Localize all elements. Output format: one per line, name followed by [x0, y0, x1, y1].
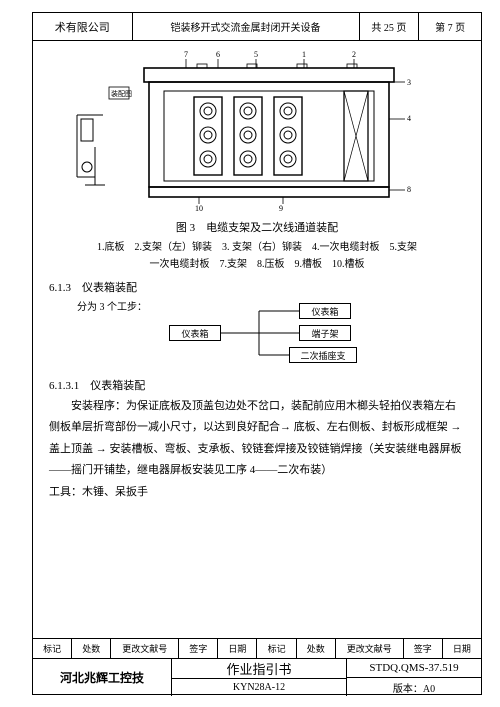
rev-c7: 处数: [297, 639, 336, 658]
revision-row: 标记 处数 更改文献号 签字 日期 标记 处数 更改文献号 签字 日期: [33, 638, 481, 658]
company-cell: 术有限公司: [33, 13, 133, 40]
footer-company: 河北兆辉工控技: [33, 659, 172, 696]
svg-text:7: 7: [184, 50, 188, 59]
svg-text:2: 2: [352, 50, 356, 59]
body-paragraph: 安装程序：为保证底板及顶盖包边处不岔口，装配前应用木榔头轻拍仪表箱左右侧板单层折…: [49, 396, 465, 482]
page-current-cell: 第 7 页: [419, 13, 481, 40]
svg-text:4: 4: [407, 114, 411, 123]
svg-text:1: 1: [302, 50, 306, 59]
rev-c3: 更改文献号: [111, 639, 179, 658]
svg-text:装配图: 装配图: [111, 89, 132, 98]
rev-c6: 标记: [257, 639, 296, 658]
rev-c4: 签字: [179, 639, 218, 658]
page-frame: 术有限公司 铠装移开式交流金属封闭开关设备 共 25 页 第 7 页 7 6 5…: [32, 12, 482, 695]
footer-std-code: STDQ.QMS-37.519: [347, 659, 481, 678]
footer-doc-title: 作业指引书: [172, 659, 346, 679]
rev-c8: 更改文献号: [336, 639, 404, 658]
footer: 河北兆辉工控技 作业指引书 KYN28A-12 STDQ.QMS-37.519 …: [33, 658, 481, 696]
figure-svg: 7 6 5 1 2 装配图: [49, 47, 467, 217]
header: 术有限公司 铠装移开式交流金属封闭开关设备 共 25 页 第 7 页: [33, 13, 481, 41]
rev-c1: 标记: [33, 639, 72, 658]
svg-text:9: 9: [279, 204, 283, 213]
rev-c9: 签字: [404, 639, 443, 658]
footer-mid: 作业指引书 KYN28A-12: [172, 659, 347, 696]
content-area: 7 6 5 1 2 装配图: [33, 41, 481, 638]
doc-title-cell: 铠装移开式交流金属封闭开关设备: [133, 13, 360, 40]
section-613: 6.1.3 仪表箱装配: [49, 279, 465, 295]
footer-version: 版本：A0: [347, 678, 481, 696]
parts-line1: 1.底板 2.支架（左）铆装 3. 支架（右）铆装 4.一次电缆封板 5.支架: [49, 239, 465, 256]
parts-list: 1.底板 2.支架（左）铆装 3. 支架（右）铆装 4.一次电缆封板 5.支架 …: [49, 239, 465, 273]
rev-c5: 日期: [218, 639, 257, 658]
tools-line: 工具：木锤、呆扳手: [49, 482, 465, 503]
figure-caption: 图 3 电缆支架及二次线通道装配: [49, 219, 465, 235]
rev-c10: 日期: [443, 639, 481, 658]
footer-doc-code: KYN28A-12: [172, 679, 346, 696]
rev-c2: 处数: [72, 639, 111, 658]
svg-text:8: 8: [407, 185, 411, 194]
footer-right: STDQ.QMS-37.519 版本：A0: [347, 659, 481, 696]
figure-3: 7 6 5 1 2 装配图: [49, 47, 465, 217]
pages-total-cell: 共 25 页: [360, 13, 420, 40]
svg-text:5: 5: [254, 50, 258, 59]
svg-text:3: 3: [407, 78, 411, 87]
svg-text:6: 6: [216, 50, 220, 59]
parts-line2: 一次电缆封板 7.支架 8.压板 9.槽板 10.槽板: [49, 256, 465, 273]
flowchart: 仪表箱 仪表箱 端子架 二次插座支: [169, 297, 409, 369]
section-6131: 6.1.3.1 仪表箱装配: [49, 377, 465, 393]
svg-text:10: 10: [195, 204, 203, 213]
flow-lines: [169, 297, 409, 369]
